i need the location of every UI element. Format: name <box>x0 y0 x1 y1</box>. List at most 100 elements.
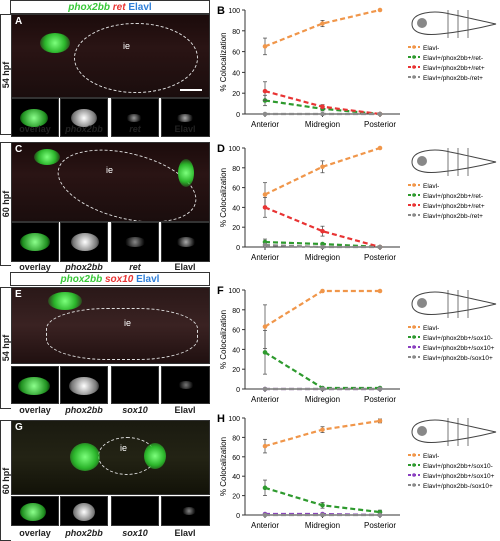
thumb-phox2bb-a <box>60 98 108 137</box>
thumb-elavl-g <box>161 496 210 526</box>
gene-label-elavl: Elavl <box>136 274 160 285</box>
legend-marker <box>412 453 416 457</box>
x-tick-label: Posterior <box>364 120 396 129</box>
x-tick-label: Midregion <box>305 253 340 262</box>
thumb-label-overlay: overlay <box>19 405 51 415</box>
thumb-ret-a <box>111 98 159 137</box>
zebrafish-schematic-icon <box>411 10 497 38</box>
fish-eye <box>417 18 427 28</box>
y-tick-label: 80 <box>232 308 240 315</box>
stage-label-g: 60 hpf <box>0 420 11 541</box>
legend-marker <box>412 355 416 359</box>
y-tick-label: 80 <box>232 29 240 36</box>
y-tick-label: 40 <box>232 205 240 212</box>
y-tick-label: 40 <box>232 347 240 354</box>
panel-header-ret: phox2bb ret Elavl <box>10 0 210 14</box>
thumb-label-elavl: Elavl <box>174 262 196 272</box>
legend-entry: Elavl- <box>423 453 439 460</box>
thumb-label-overlay: overlay <box>19 124 51 134</box>
x-tick-label: Midregion <box>305 521 340 530</box>
x-tick-label: Anterior <box>251 253 279 262</box>
data-point <box>377 418 383 424</box>
legend-marker <box>412 213 416 217</box>
thumb-overlay-c <box>11 222 59 262</box>
zebrafish-schematic-icon <box>411 290 497 318</box>
chart-panel-d: D 0 20 40 60 80 100 Anterior Midregion Posterior%… <box>215 138 500 273</box>
thumb-phox2bb-c <box>60 222 108 262</box>
panel-letter: H <box>217 413 225 425</box>
data-point <box>377 244 383 250</box>
fish-eye <box>417 156 427 166</box>
thumb-label-phox2bb: phox2bb <box>65 262 103 272</box>
y-tick-label: 80 <box>232 435 240 442</box>
x-tick-label: Anterior <box>251 120 279 129</box>
y-axis-label: % Colocalization <box>219 32 228 91</box>
thumb-label-ret: ret <box>129 124 141 134</box>
micrograph-g: G ie <box>11 420 210 495</box>
data-point <box>262 443 268 449</box>
chart-d: D 0 20 40 60 80 100 Anterior Midregion Posterior%… <box>217 143 497 262</box>
data-point <box>262 350 268 355</box>
thumb-label-overlay: overlay <box>19 262 51 272</box>
series-line <box>264 146 381 196</box>
chart-h: H 0 20 40 60 80 100 Anterior Midregion Posterior%… <box>217 413 497 530</box>
y-tick-label: 20 <box>232 91 240 98</box>
y-tick-label: 40 <box>232 474 240 481</box>
thumb-label-elavl: Elavl <box>174 528 196 538</box>
micrograph-e: E ie <box>11 287 210 364</box>
neuron-cell <box>40 33 70 53</box>
legend-marker <box>412 345 416 349</box>
thumb-label-overlay: overlay <box>19 528 51 538</box>
data-point <box>320 111 325 117</box>
thumb-overlay-e <box>11 366 59 404</box>
y-tick-label: 60 <box>232 186 240 193</box>
data-point <box>262 111 268 117</box>
y-tick-label: 80 <box>232 166 240 173</box>
stage-label-a: 54 hpf <box>0 14 11 135</box>
data-point <box>262 512 268 518</box>
data-point <box>320 288 325 294</box>
thumb-sox10-e <box>111 366 159 404</box>
y-tick-label: 20 <box>232 494 240 501</box>
zebrafish-schematic-icon <box>411 148 497 176</box>
thumb-ret-c <box>111 222 159 262</box>
data-point <box>262 205 268 210</box>
data-point <box>262 485 268 491</box>
panel-letter-g: G <box>15 422 23 433</box>
panel-header-sox10: phox2bb sox10 Elavl <box>10 272 210 286</box>
y-tick-label: 100 <box>228 146 240 153</box>
panel-letter: B <box>217 5 225 17</box>
legend-entry: Elavl+/phox2bb-/ret+ <box>423 75 483 82</box>
legend-entry: Elavl+/phox2bb+/sox10- <box>423 463 493 470</box>
neuron-cell <box>48 292 82 310</box>
neuron-cell <box>70 443 100 471</box>
legend-entry: Elavl+/phox2bb+/ret+ <box>423 65 485 72</box>
stage-label-e: 54 hpf <box>0 287 11 409</box>
data-point <box>262 88 268 94</box>
scale-bar <box>180 89 202 91</box>
fish-outline <box>411 291 497 315</box>
zebrafish-schematic-icon <box>411 418 497 446</box>
ie-label: ie <box>123 41 131 51</box>
legend-entry: Elavl+/phox2bb+/ret- <box>423 193 483 200</box>
y-tick-label: 60 <box>232 455 240 462</box>
y-tick-label: 40 <box>232 70 240 77</box>
y-tick-label: 100 <box>228 288 240 295</box>
thumb-overlay-a <box>11 98 59 137</box>
chart-panel-f: F 0 20 40 60 80 100 Anterior Midregion Posterior%… <box>215 280 500 415</box>
data-point <box>377 7 383 13</box>
legend-marker <box>412 183 416 187</box>
panel-letter: D <box>217 143 225 155</box>
y-axis-label: % Colocalization <box>219 310 228 369</box>
thumb-label-phox2bb: phox2bb <box>65 528 103 538</box>
legend-marker <box>412 75 416 79</box>
ie-label: ie <box>124 318 132 328</box>
y-tick-label: 0 <box>236 112 240 119</box>
data-point <box>262 192 268 197</box>
y-axis-label: % Colocalization <box>219 437 228 496</box>
neuron-cell <box>178 159 194 187</box>
fish-eye <box>417 298 427 308</box>
y-tick-label: 100 <box>228 416 240 423</box>
data-point <box>320 104 325 110</box>
data-point <box>377 145 383 151</box>
